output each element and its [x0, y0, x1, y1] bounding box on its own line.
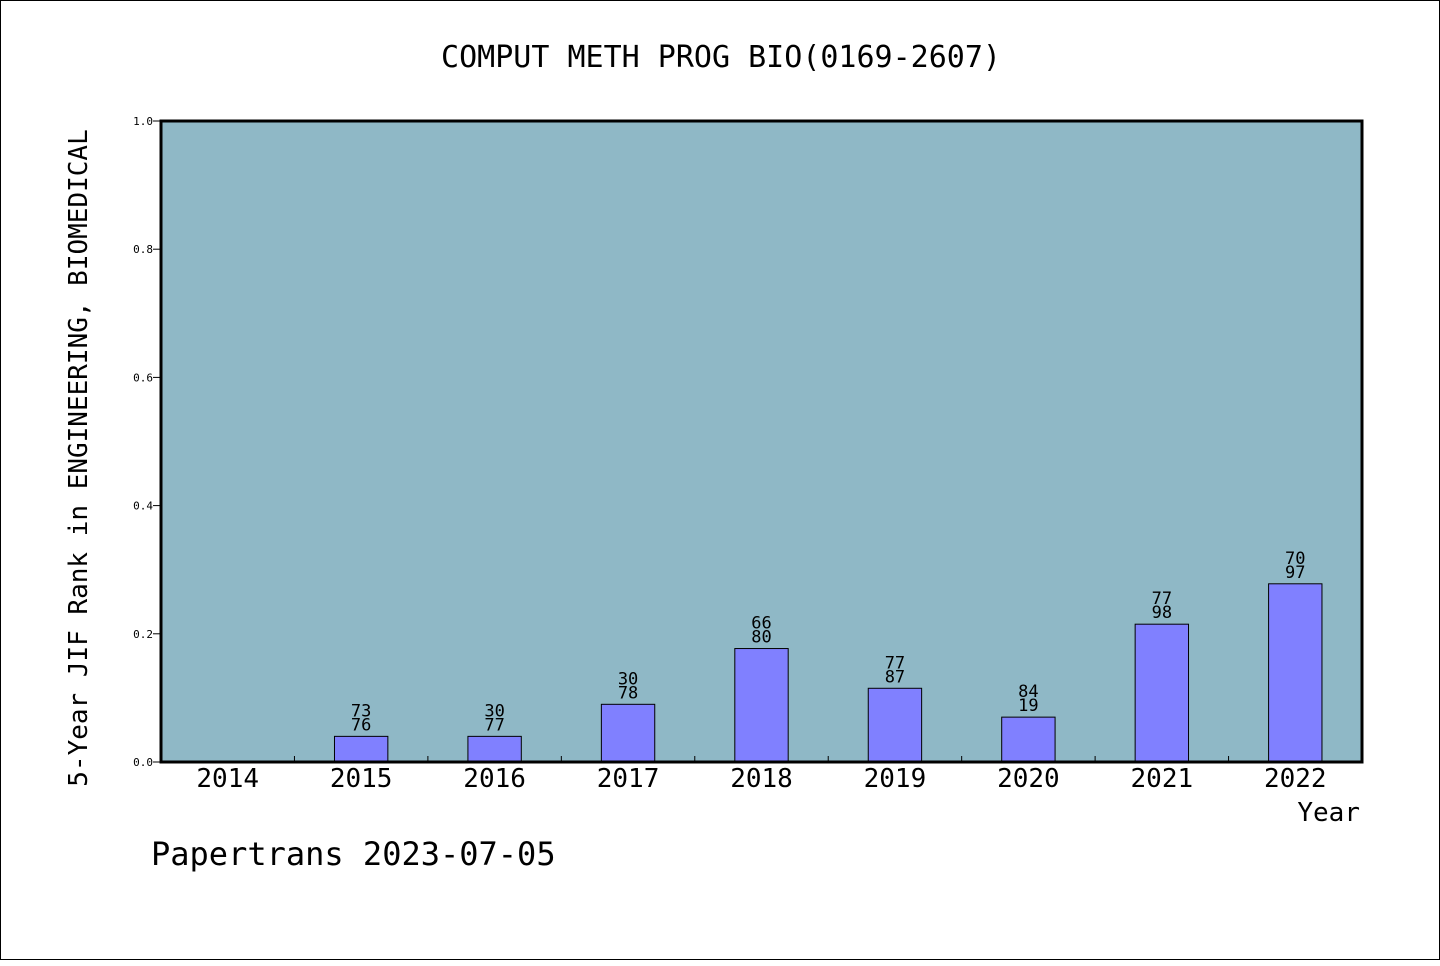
bar-data-label: 76 — [351, 715, 371, 735]
bar — [333, 735, 389, 763]
bar — [1268, 583, 1323, 763]
bar — [600, 703, 656, 763]
bar — [1134, 623, 1190, 763]
bar-data-label: 98 — [1152, 603, 1172, 623]
bar-data-label: 66 — [751, 614, 771, 634]
bar-data-label: 30 — [618, 669, 638, 689]
footer-text: Papertrans 2023-07-05 — [151, 835, 556, 873]
x-tick-label: 2016 — [463, 764, 526, 794]
bar-data-label: 30 — [484, 701, 504, 721]
x-tick-label: 2022 — [1264, 764, 1327, 794]
bar-data-label: 73 — [351, 701, 371, 721]
x-tick-label: 2014 — [196, 764, 259, 794]
bar-data-label: 87 — [885, 667, 905, 687]
x-tick-label: 2021 — [1131, 764, 1194, 794]
bar — [467, 735, 522, 763]
x-ticks-group: 2014 2015 2016 2017 2018 2019 2020 2021 2022 — [196, 756, 1327, 794]
y-ticks-group: 0.0 0.2 0.4 0.6 0.8 1.0 — [133, 115, 161, 769]
y-tick-label: 1.0 — [133, 115, 153, 128]
y-tick-label: 0.8 — [133, 243, 153, 256]
chart-title: COMPUT METH PROG BIO(0169-2607) — [441, 40, 1001, 75]
x-tick-label: 2018 — [730, 764, 793, 794]
bar-data-label: 84 — [1018, 682, 1038, 702]
bar-data-label: 97 — [1285, 563, 1305, 583]
y-axis-label: 5-Year JIF Rank in ENGINEERING, BIOMEDIC… — [64, 129, 94, 786]
x-tick-label: 2015 — [330, 764, 393, 794]
x-axis-label: Year — [1297, 798, 1360, 828]
x-tick-label: 2017 — [597, 764, 660, 794]
bar — [867, 687, 923, 763]
y-tick-label: 0.2 — [133, 628, 153, 641]
x-tick-label: 2019 — [864, 764, 927, 794]
y-tick-label: 0.0 — [133, 756, 153, 769]
y-tick-label: 0.6 — [133, 371, 153, 384]
bar-data-label: 77 — [484, 715, 504, 735]
bar-data-label: 70 — [1285, 549, 1305, 569]
bar-data-label: 77 — [885, 653, 905, 673]
bar-data-label: 78 — [618, 683, 638, 703]
plot-border — [159, 119, 1364, 764]
x-tick-label: 2020 — [997, 764, 1060, 794]
y-tick-label: 0.4 — [133, 500, 153, 513]
bar-data-label: 80 — [751, 628, 771, 648]
bar — [1001, 716, 1056, 763]
bar-data-label: 19 — [1018, 696, 1038, 716]
bar — [734, 648, 789, 763]
bar-data-label: 77 — [1152, 589, 1172, 609]
